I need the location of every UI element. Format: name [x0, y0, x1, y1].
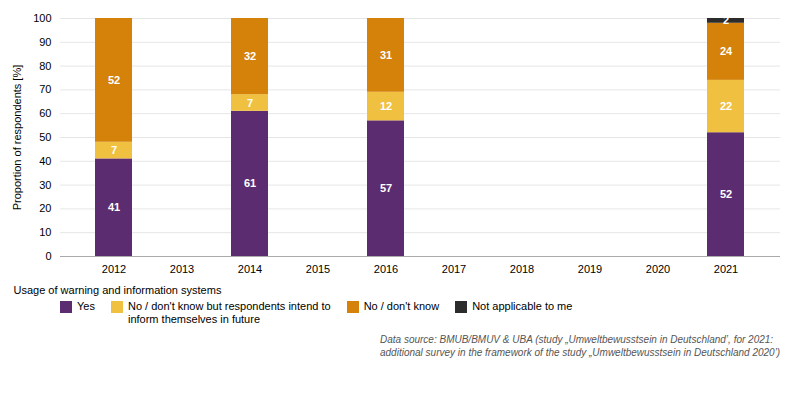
svg-text:2020: 2020	[646, 263, 670, 275]
svg-text:2021: 2021	[714, 263, 738, 275]
svg-text:Usage of warning and informati: Usage of warning and information systems	[14, 284, 222, 296]
svg-text:0: 0	[45, 250, 51, 262]
svg-text:2015: 2015	[306, 263, 330, 275]
html-text:No / don't know but respondent: No / don't know but respondents intend t…	[128, 300, 331, 326]
svg-text:70: 70	[39, 83, 51, 95]
html-text:Not applicable to me: Not applicable to me	[472, 300, 573, 312]
svg-text:52: 52	[108, 74, 120, 86]
svg-text:40: 40	[39, 155, 51, 167]
svg-text:7: 7	[111, 144, 117, 156]
svg-text:12: 12	[380, 100, 392, 112]
svg-text:2013: 2013	[170, 263, 194, 275]
svg-text:41: 41	[108, 201, 120, 213]
svg-text:22: 22	[720, 100, 732, 112]
svg-text:24: 24	[720, 45, 733, 57]
svg-text:2019: 2019	[578, 263, 602, 275]
svg-text:57: 57	[380, 182, 392, 194]
svg-text:32: 32	[244, 50, 256, 62]
svg-text:2017: 2017	[442, 263, 466, 275]
svg-text:31: 31	[380, 49, 392, 61]
svg-text:Proportion of respondents [%]: Proportion of respondents [%]	[11, 65, 23, 211]
svg-text:61: 61	[244, 177, 256, 189]
svg-text:2012: 2012	[102, 263, 126, 275]
svg-text:2018: 2018	[510, 263, 534, 275]
html-text:No / don't know: No / don't know	[363, 300, 440, 312]
svg-text:60: 60	[39, 107, 51, 119]
svg-text:50: 50	[39, 131, 51, 143]
svg-text:100: 100	[33, 12, 51, 24]
svg-text:20: 20	[39, 202, 51, 214]
svg-text:10: 10	[39, 226, 51, 238]
svg-text:2014: 2014	[238, 263, 262, 275]
svg-text:30: 30	[39, 179, 51, 191]
svg-text:2016: 2016	[374, 263, 398, 275]
svg-text:7: 7	[247, 97, 253, 109]
html-text:Yes: Yes	[77, 300, 95, 312]
svg-text:80: 80	[39, 60, 51, 72]
svg-text:90: 90	[39, 36, 51, 48]
svg-text:2: 2	[723, 14, 729, 26]
html-text:Data source: BMUB/BMUV & UBA (: Data source: BMUB/BMUV & UBA (study „Umw…	[380, 334, 781, 358]
svg-text:52: 52	[720, 188, 732, 200]
